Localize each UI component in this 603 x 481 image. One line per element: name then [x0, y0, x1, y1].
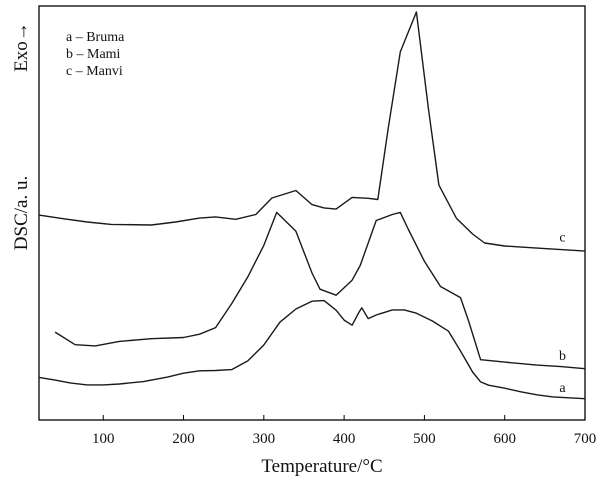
series-c-line	[38, 11, 586, 252]
x-tick-label: 500	[413, 431, 436, 447]
curve-labels: c b a	[559, 231, 566, 396]
x-tick-label: 700	[574, 431, 597, 447]
legend-entry-b: b – Mami	[66, 47, 121, 62]
x-tick-label: 100	[92, 431, 115, 447]
curve-label-a: a	[559, 381, 566, 396]
y-axis-label: DSC/a. u.	[11, 176, 32, 250]
legend-entry-c: c – Manvi	[66, 64, 123, 79]
x-tick-label: 200	[172, 431, 195, 447]
series-b-line	[54, 211, 586, 370]
x-tick-label: 600	[493, 431, 516, 447]
x-tick-label: 300	[253, 431, 276, 447]
exo-direction-label: Exo→	[11, 22, 32, 72]
x-axis-ticks: 100 200 300 400 500 600 700	[92, 415, 596, 447]
legend: a – Bruma b – Mami c – Manvi	[66, 30, 125, 79]
legend-entry-a: a – Bruma	[66, 30, 125, 45]
curve-label-b: b	[559, 349, 566, 364]
series-a-line	[38, 299, 586, 400]
plot-area-frame	[38, 5, 586, 421]
x-tick-label: 400	[333, 431, 356, 447]
curve-label-c: c	[559, 231, 565, 246]
x-axis-label: Temperature/°C	[261, 456, 382, 476]
curves-layer	[38, 11, 586, 400]
